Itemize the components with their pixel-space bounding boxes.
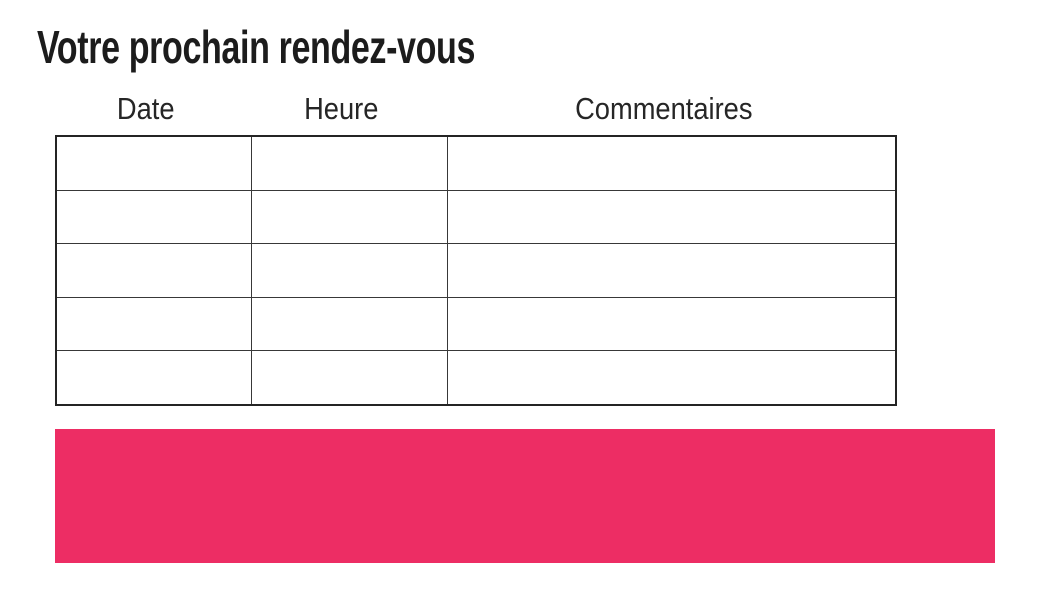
table-cell-date bbox=[55, 135, 252, 191]
column-header-commentaires: Commentaires bbox=[447, 86, 896, 136]
footer-banner bbox=[55, 429, 995, 563]
table-cell-date bbox=[55, 189, 252, 244]
page-title-text: Votre prochain rendez-vous bbox=[37, 21, 476, 73]
column-header-heure: Heure bbox=[251, 86, 447, 136]
table-cell-heure bbox=[250, 189, 448, 244]
table-row bbox=[55, 296, 897, 351]
table-cell-date bbox=[55, 296, 252, 351]
appointments-table-body bbox=[55, 135, 897, 405]
table-cell-heure bbox=[250, 135, 448, 191]
table-row bbox=[55, 189, 897, 244]
appointments-table: Date Heure Commentaires bbox=[55, 86, 897, 406]
table-row bbox=[55, 243, 897, 298]
table-row bbox=[55, 350, 897, 405]
table-cell-commentaires bbox=[446, 350, 897, 405]
table-cell-commentaires bbox=[446, 189, 897, 244]
column-header-commentaires-label: Commentaires bbox=[574, 91, 753, 126]
page-title: Votre prochain rendez-vous bbox=[37, 22, 629, 73]
table-cell-heure bbox=[250, 350, 448, 405]
column-header-heure-label: Heure bbox=[303, 91, 379, 126]
column-header-date-label: Date bbox=[116, 91, 175, 126]
table-cell-date bbox=[55, 243, 252, 298]
table-header-row: Date Heure Commentaires bbox=[56, 86, 896, 136]
table-cell-commentaires bbox=[446, 243, 897, 298]
table-cell-commentaires bbox=[446, 135, 897, 191]
table-cell-heure bbox=[250, 296, 448, 351]
table-cell-heure bbox=[250, 243, 448, 298]
table-cell-commentaires bbox=[446, 296, 897, 351]
table-row bbox=[55, 135, 897, 191]
table-cell-date bbox=[55, 350, 252, 405]
column-header-date: Date bbox=[56, 86, 251, 136]
